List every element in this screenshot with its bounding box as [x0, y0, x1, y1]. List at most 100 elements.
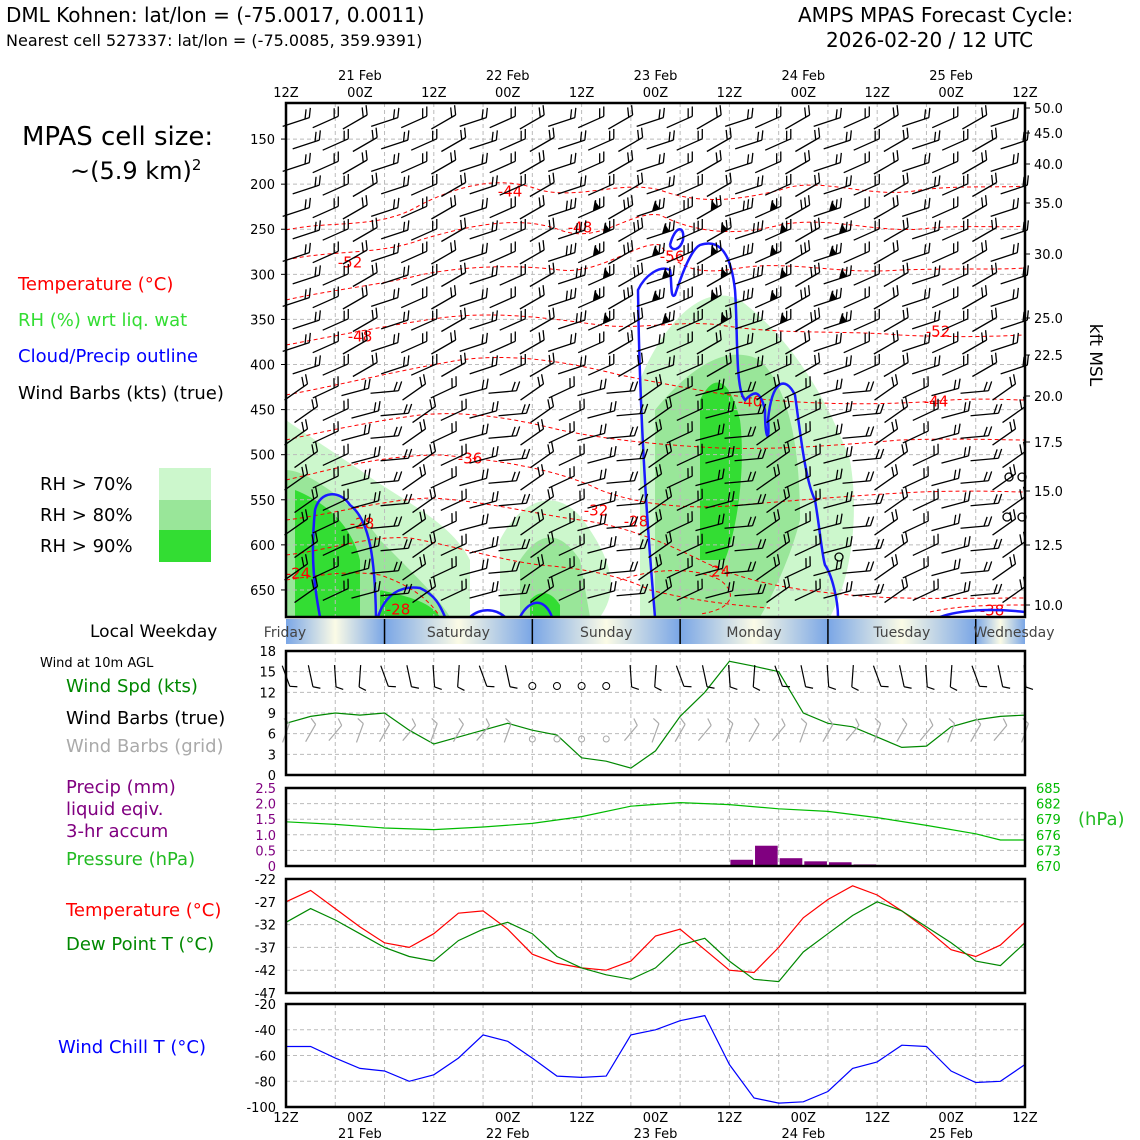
barb-flag [731, 446, 735, 456]
barb-flag [809, 466, 811, 477]
barb-shaft [813, 522, 841, 532]
barb-flag [495, 175, 498, 186]
barb-flag [343, 220, 345, 231]
barb-flag [967, 263, 969, 274]
barb-shaft [1000, 319, 1028, 330]
barb-flag [633, 381, 639, 391]
barb-shaft [648, 495, 672, 514]
barb-flag [547, 489, 551, 500]
barb-flag [377, 581, 381, 591]
barb-shaft [931, 387, 959, 397]
wind-barb [795, 127, 821, 153]
barb-shaft [766, 450, 790, 469]
wind-barb [676, 533, 703, 557]
barb-flag [957, 151, 959, 162]
barb-shaft [1002, 450, 1026, 469]
barb-flag [786, 396, 791, 407]
barb-flag [367, 558, 371, 569]
barb-shaft [1000, 274, 1028, 285]
barb-flag [756, 311, 760, 322]
wind-barb [648, 486, 673, 514]
barb-flag [431, 717, 438, 725]
wind-barb [459, 107, 488, 127]
barb-flag [603, 241, 605, 252]
wind-barb [754, 241, 782, 264]
barb-flag [371, 219, 374, 230]
barb-flag [301, 466, 305, 477]
wind-barb [342, 105, 368, 130]
barb-pennant [720, 312, 728, 324]
barb-flag [804, 152, 807, 163]
wind-barb [412, 576, 437, 604]
wind-barb [342, 330, 368, 355]
barb-flag [521, 404, 526, 414]
barb-flag [583, 443, 585, 454]
barb-flag [1019, 399, 1023, 410]
surface-barb-true [925, 664, 935, 691]
barb-shaft [469, 184, 497, 195]
barb-flag [984, 105, 988, 116]
barb-flag [729, 127, 732, 138]
barb-flag [1009, 421, 1013, 432]
barb-shaft [676, 228, 703, 241]
barb-flag [923, 289, 927, 300]
barb-flag [810, 222, 813, 233]
surface-barb-grid [896, 717, 908, 742]
barb-flag [904, 686, 912, 689]
wind-barb [646, 130, 675, 150]
barb-flag [845, 221, 848, 232]
barb-flag [520, 355, 522, 366]
barb-shaft [380, 364, 409, 375]
barb-flag [304, 509, 309, 520]
barb-flag [849, 446, 853, 456]
wind-barb [873, 285, 899, 310]
barb-shaft [724, 390, 753, 394]
barb-flag [1019, 534, 1023, 545]
cloud-outline-1 [311, 493, 378, 618]
barb-flag [953, 108, 955, 119]
barb-flag [525, 448, 531, 459]
date-label-bottom: 24 Feb [781, 1127, 825, 1140]
wind-barb [558, 443, 585, 467]
barb-flag [432, 355, 434, 366]
barb-shaft [795, 316, 820, 333]
barb-shaft [616, 547, 645, 552]
weekday-strip: Friday Saturday Sunday Monday Tuesday Wednesd… [264, 619, 1055, 644]
barb-flag [963, 265, 965, 276]
barb-shaft [587, 318, 615, 331]
barb-flag [574, 152, 577, 163]
barb-flag [701, 173, 703, 184]
barb-flag [780, 151, 782, 162]
barb-flag [540, 554, 545, 565]
barb-flag [574, 242, 577, 253]
barb-shaft [380, 457, 409, 462]
barb-flag [393, 516, 398, 527]
barb-flag [613, 173, 615, 184]
barb-shaft [370, 480, 399, 484]
barb-shaft [410, 273, 438, 286]
barb-pennant [769, 245, 778, 257]
barb-shaft [503, 723, 512, 743]
barb-flag [892, 242, 895, 253]
wind-barb [459, 378, 489, 397]
wind-barb [724, 287, 754, 307]
barb-flag [668, 441, 673, 452]
time-series-panels: 036912151800.51.01.52.02.567067367667968… [246, 645, 1060, 1116]
barb-flag [1026, 130, 1029, 141]
barb-shaft [529, 181, 555, 198]
barb-flag [805, 686, 814, 689]
barb-flag [453, 330, 457, 341]
barb-flag [790, 308, 792, 319]
barb-flag [289, 685, 298, 688]
barb-flag [357, 717, 364, 725]
barb-pennant [602, 313, 611, 324]
wind-barb [874, 509, 899, 536]
barb-shaft [962, 249, 987, 265]
barb-flag [347, 353, 349, 364]
wind-barb [734, 130, 764, 150]
dew-point-line [285, 901, 1026, 983]
wind-barb [931, 241, 959, 264]
barb-shaft [826, 664, 830, 688]
barb-flag [984, 285, 988, 296]
barb-shaft [557, 274, 586, 285]
